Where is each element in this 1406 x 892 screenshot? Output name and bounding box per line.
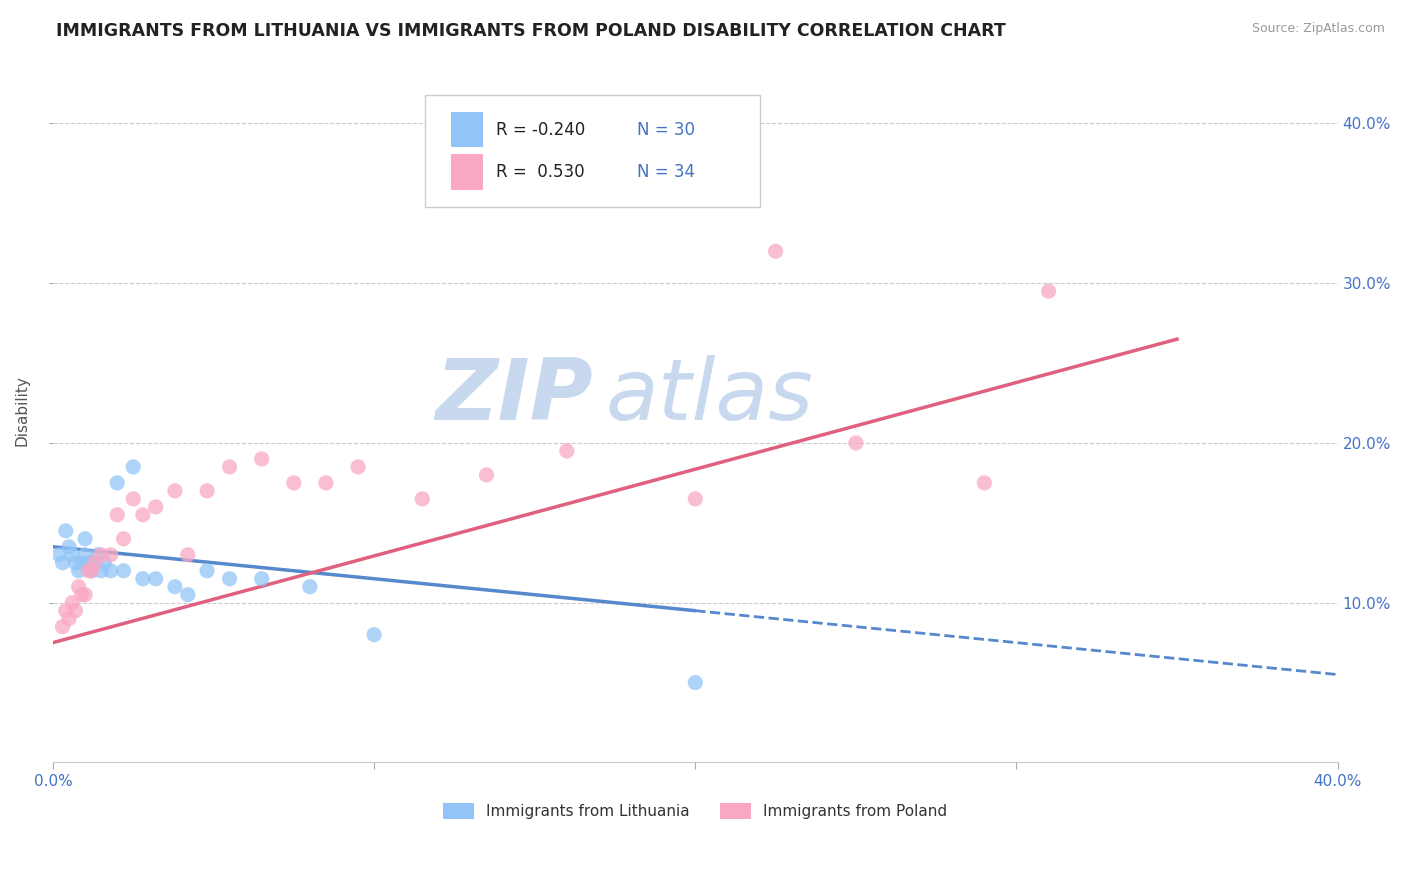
Point — [145, 500, 167, 514]
Point — [87, 548, 110, 562]
Point — [105, 508, 128, 522]
Text: Source: ZipAtlas.com: Source: ZipAtlas.com — [1251, 22, 1385, 36]
Point — [195, 483, 218, 498]
Point — [298, 580, 321, 594]
Point — [145, 572, 167, 586]
Point — [58, 540, 80, 554]
Point — [73, 548, 96, 562]
Point — [77, 556, 100, 570]
Point — [250, 452, 273, 467]
Point — [765, 244, 787, 259]
Point — [73, 588, 96, 602]
Point — [363, 627, 385, 641]
Text: atlas: atlas — [606, 355, 813, 439]
Text: N = 34: N = 34 — [637, 163, 696, 181]
Point — [177, 588, 200, 602]
Point — [112, 532, 135, 546]
Point — [112, 564, 135, 578]
Text: R =  0.530: R = 0.530 — [496, 163, 585, 181]
Point — [65, 604, 87, 618]
Point — [67, 564, 90, 578]
Point — [105, 475, 128, 490]
Point — [73, 532, 96, 546]
Point — [411, 491, 433, 506]
FancyBboxPatch shape — [426, 95, 759, 207]
Bar — [451, 112, 484, 147]
Point — [195, 564, 218, 578]
Legend: Immigrants from Lithuania, Immigrants from Poland: Immigrants from Lithuania, Immigrants fr… — [437, 797, 953, 825]
Point — [315, 475, 337, 490]
Point — [90, 548, 112, 562]
Point — [100, 548, 122, 562]
Point — [555, 444, 578, 458]
Point — [250, 572, 273, 586]
Point — [80, 564, 103, 578]
Bar — [451, 154, 484, 190]
Point — [475, 467, 498, 482]
Point — [77, 564, 100, 578]
Point — [90, 564, 112, 578]
Point — [48, 548, 70, 562]
Point — [80, 564, 103, 578]
Point — [51, 620, 73, 634]
Point — [347, 459, 370, 474]
Point — [163, 580, 186, 594]
Point — [1038, 284, 1060, 298]
Point — [83, 556, 105, 570]
Point — [283, 475, 305, 490]
Point — [83, 556, 105, 570]
Point — [122, 459, 145, 474]
Point — [100, 564, 122, 578]
Point — [845, 436, 868, 450]
Point — [58, 612, 80, 626]
Point — [93, 556, 115, 570]
Point — [55, 604, 77, 618]
Point — [122, 491, 145, 506]
Text: R = -0.240: R = -0.240 — [496, 121, 585, 139]
Text: ZIP: ZIP — [434, 355, 592, 439]
Point — [132, 508, 155, 522]
Point — [70, 588, 93, 602]
Text: IMMIGRANTS FROM LITHUANIA VS IMMIGRANTS FROM POLAND DISABILITY CORRELATION CHART: IMMIGRANTS FROM LITHUANIA VS IMMIGRANTS … — [56, 22, 1005, 40]
Point — [60, 596, 83, 610]
Point — [60, 548, 83, 562]
Y-axis label: Disability: Disability — [15, 376, 30, 447]
Point — [177, 548, 200, 562]
Text: N = 30: N = 30 — [637, 121, 696, 139]
Point — [65, 556, 87, 570]
Point — [685, 675, 707, 690]
Point — [218, 459, 240, 474]
Point — [132, 572, 155, 586]
Point — [218, 572, 240, 586]
Point — [70, 556, 93, 570]
Point — [51, 556, 73, 570]
Point — [685, 491, 707, 506]
Point — [163, 483, 186, 498]
Point — [55, 524, 77, 538]
Point — [67, 580, 90, 594]
Point — [973, 475, 995, 490]
